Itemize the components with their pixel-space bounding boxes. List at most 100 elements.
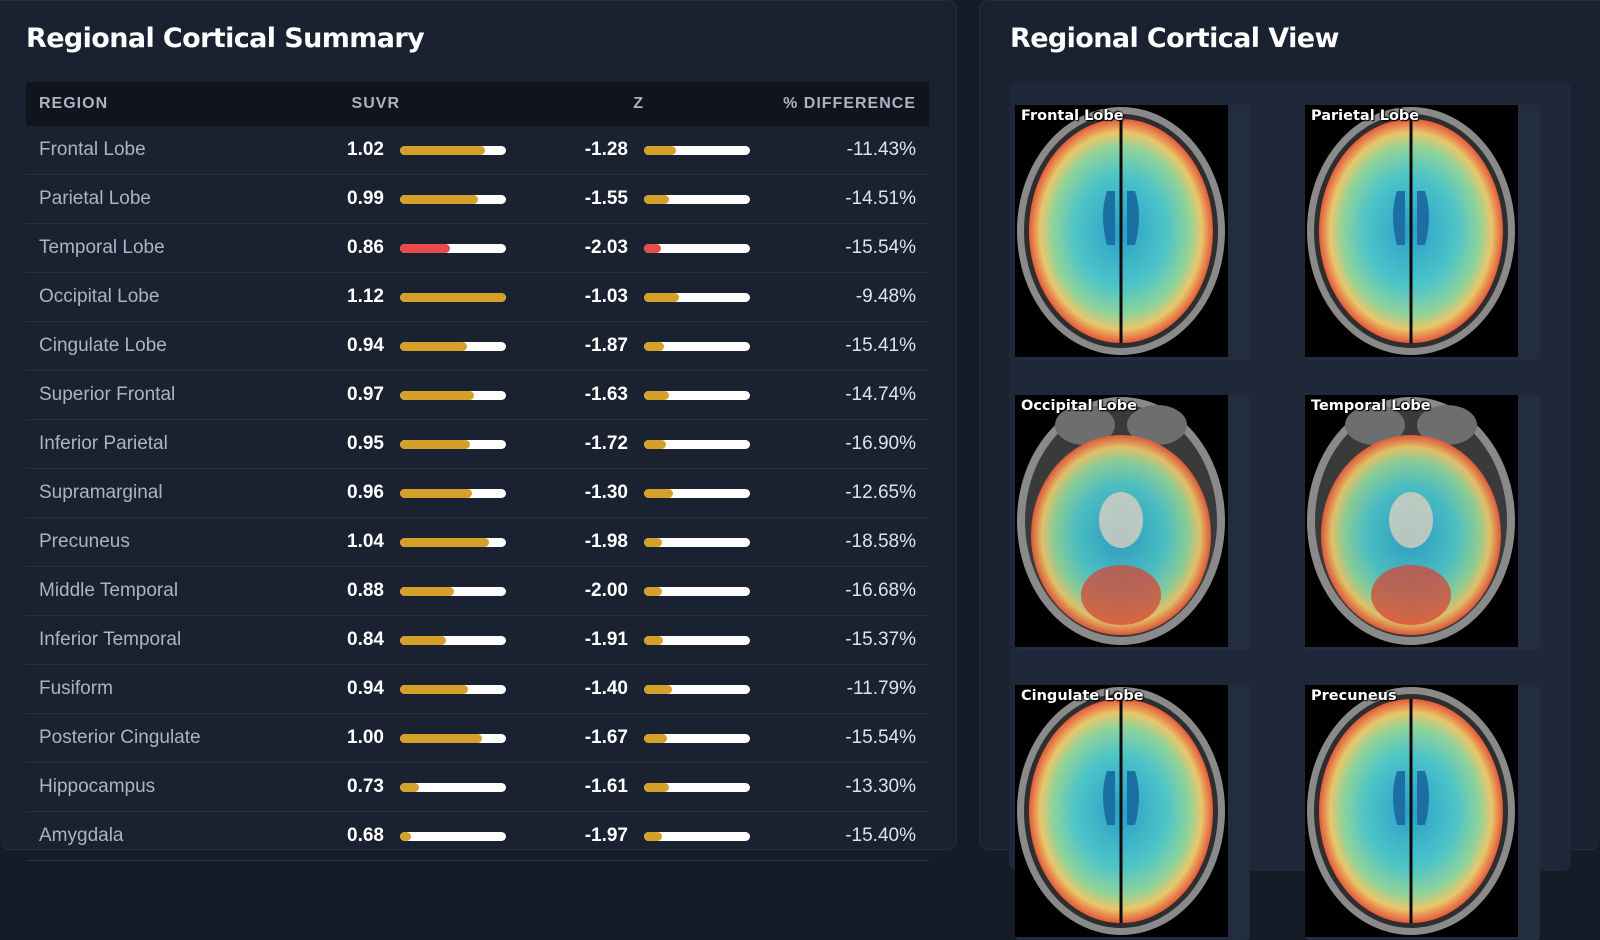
- suvr-bar: [400, 782, 506, 792]
- suvr-bar-fill: [400, 635, 446, 645]
- z-bar-fill: [644, 684, 672, 694]
- suvr-bar: [400, 831, 506, 841]
- brain-scan-image: [1305, 685, 1518, 937]
- brain-image-card[interactable]: Cingulate Lobe: [1015, 685, 1250, 940]
- suvr-bar: [400, 684, 506, 694]
- table-body: Frontal Lobe 1.02 -1.28 -11.43% Parietal Lob…: [26, 126, 929, 861]
- table-row[interactable]: Amygdala 0.68 -1.97 -15.40%: [26, 811, 929, 861]
- region-name: Middle Temporal: [26, 566, 279, 616]
- z-bar-fill: [644, 488, 673, 498]
- brain-image-label: Frontal Lobe: [1021, 108, 1124, 124]
- table-row[interactable]: Inferior Parietal 0.95 -1.72 -16.90%: [26, 419, 929, 469]
- brain-image-label: Temporal Lobe: [1311, 398, 1431, 414]
- table-row[interactable]: Occipital Lobe 1.12 -1.03 -9.48%: [26, 272, 929, 322]
- z-bar: [644, 243, 750, 253]
- brain-image-card[interactable]: Occipital Lobe: [1015, 395, 1250, 650]
- suvr-bar: [400, 341, 506, 351]
- suvr-bar-fill: [400, 684, 468, 694]
- z-bar: [644, 831, 750, 841]
- suvr-bar: [400, 145, 506, 155]
- suvr-bar: [400, 733, 506, 743]
- suvr-value: 0.73: [279, 762, 400, 812]
- z-bar-fill: [644, 635, 664, 645]
- region-name: Amygdala: [26, 811, 279, 861]
- pct-difference-value: -15.40%: [767, 811, 929, 861]
- suvr-bar-fill: [400, 341, 467, 351]
- suvr-bar-fill: [400, 782, 420, 792]
- z-bar-fill: [644, 537, 663, 547]
- suvr-bar-fill: [400, 537, 490, 547]
- z-bar-fill: [644, 390, 670, 400]
- suvr-value: 1.02: [279, 126, 400, 175]
- region-name: Hippocampus: [26, 762, 279, 812]
- z-value: -1.67: [523, 713, 644, 763]
- region-name: Inferior Parietal: [26, 419, 279, 469]
- z-value: -1.97: [523, 811, 644, 861]
- suvr-bar: [400, 243, 506, 253]
- header-z: Z: [523, 82, 644, 126]
- suvr-bar-fill: [400, 145, 485, 155]
- pct-difference-value: -14.74%: [767, 370, 929, 420]
- table-row[interactable]: Hippocampus 0.73 -1.61 -13.30%: [26, 762, 929, 812]
- pct-difference-value: -14.51%: [767, 174, 929, 224]
- brain-scan-image: [1015, 395, 1228, 647]
- suvr-value: 0.94: [279, 321, 400, 371]
- suvr-bar: [400, 537, 506, 547]
- suvr-bar-fill: [400, 586, 455, 596]
- z-value: -1.63: [523, 370, 644, 420]
- suvr-bar: [400, 390, 506, 400]
- brain-image-card[interactable]: Frontal Lobe: [1015, 105, 1250, 360]
- table-row[interactable]: Middle Temporal 0.88 -2.00 -16.68%: [26, 566, 929, 616]
- table-row[interactable]: Superior Frontal 0.97 -1.63 -14.74%: [26, 370, 929, 420]
- suvr-bar-fill: [400, 194, 479, 204]
- table-row[interactable]: Temporal Lobe 0.86 -2.03 -15.54%: [26, 223, 929, 273]
- brain-image-card[interactable]: Temporal Lobe: [1305, 395, 1540, 650]
- suvr-bar-fill: [400, 390, 475, 400]
- table-row[interactable]: Supramarginal 0.96 -1.30 -12.65%: [26, 468, 929, 518]
- z-bar: [644, 390, 750, 400]
- region-name: Cingulate Lobe: [26, 321, 279, 371]
- suvr-value: 0.97: [279, 370, 400, 420]
- suvr-value: 1.04: [279, 517, 400, 567]
- z-bar: [644, 194, 750, 204]
- suvr-value: 0.84: [279, 615, 400, 665]
- header-pct-difference: % DIFFERENCE: [767, 82, 929, 126]
- brain-image-label: Parietal Lobe: [1311, 108, 1420, 124]
- suvr-value: 1.12: [279, 272, 400, 322]
- header-suvr: SUVR: [279, 82, 400, 126]
- table-row[interactable]: Cingulate Lobe 0.94 -1.87 -15.41%: [26, 321, 929, 371]
- table-row[interactable]: Precuneus 1.04 -1.98 -18.58%: [26, 517, 929, 567]
- table-row[interactable]: Parietal Lobe 0.99 -1.55 -14.51%: [26, 174, 929, 224]
- table-row[interactable]: Inferior Temporal 0.84 -1.91 -15.37%: [26, 615, 929, 665]
- z-bar: [644, 586, 750, 596]
- table-row[interactable]: Frontal Lobe 1.02 -1.28 -11.43%: [26, 126, 929, 175]
- z-bar-fill: [644, 194, 670, 204]
- suvr-bar: [400, 488, 506, 498]
- z-value: -1.98: [523, 517, 644, 567]
- suvr-bar-fill: [400, 488, 473, 498]
- region-name: Frontal Lobe: [26, 126, 279, 175]
- brain-image-card[interactable]: Parietal Lobe: [1305, 105, 1540, 360]
- pct-difference-value: -18.58%: [767, 517, 929, 567]
- brain-scan-image: [1305, 395, 1518, 647]
- z-bar: [644, 733, 750, 743]
- suvr-bar: [400, 194, 506, 204]
- z-bar: [644, 341, 750, 351]
- suvr-value: 1.00: [279, 713, 400, 763]
- z-bar-fill: [644, 831, 663, 841]
- suvr-bar: [400, 439, 506, 449]
- summary-table: REGION SUVR Z % DIFFERENCE Frontal Lobe 1…: [26, 82, 929, 861]
- z-bar-fill: [644, 341, 665, 351]
- z-bar-fill: [644, 733, 668, 743]
- table-row[interactable]: Posterior Cingulate 1.00 -1.67 -15.54%: [26, 713, 929, 763]
- suvr-bar-fill: [400, 439, 470, 449]
- suvr-bar-fill: [400, 831, 411, 841]
- z-bar: [644, 635, 750, 645]
- suvr-value: 0.95: [279, 419, 400, 469]
- pct-difference-value: -9.48%: [767, 272, 929, 322]
- table-row[interactable]: Fusiform 0.94 -1.40 -11.79%: [26, 664, 929, 714]
- pct-difference-value: -15.37%: [767, 615, 929, 665]
- z-bar: [644, 782, 750, 792]
- z-value: -1.03: [523, 272, 644, 322]
- brain-image-card[interactable]: Precuneus: [1305, 685, 1540, 940]
